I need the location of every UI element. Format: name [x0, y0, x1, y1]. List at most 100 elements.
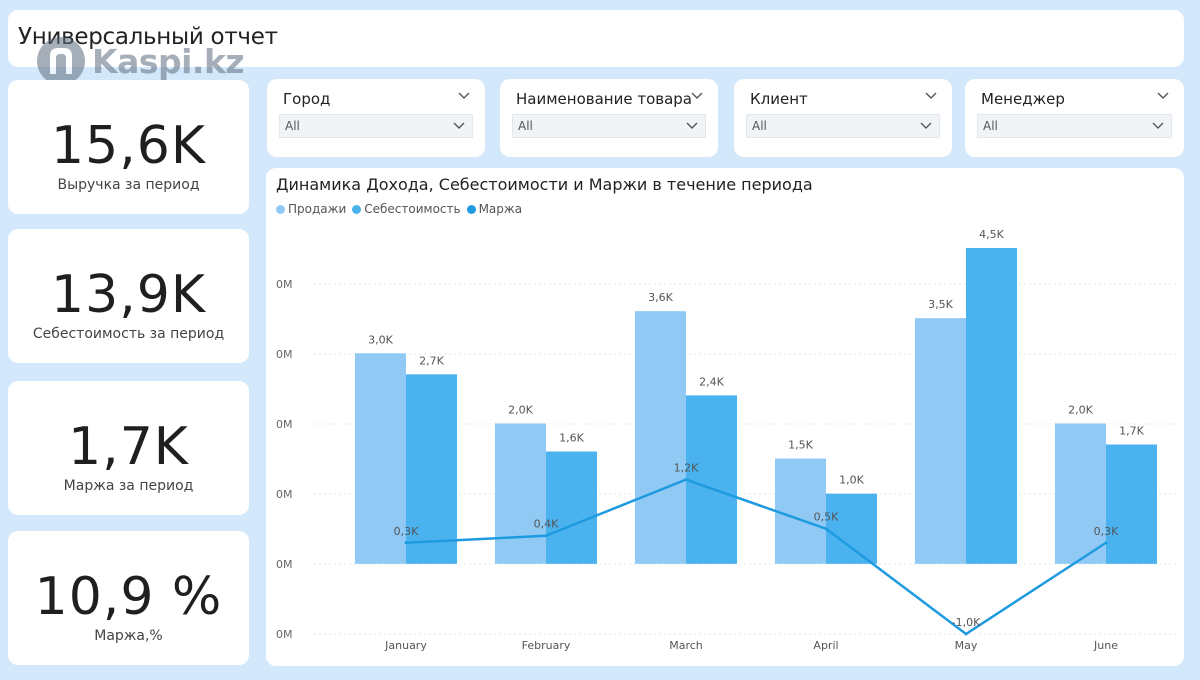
kpi-label: Маржа,% [94, 628, 163, 644]
kpi-value: 15,6K [51, 116, 206, 176]
chevron-down-icon[interactable] [1156, 89, 1170, 103]
data-label-cost: 1,0K [839, 474, 864, 487]
kpi-card-revenue: 15,6K Выручка за период [8, 80, 249, 214]
data-label-margin: 0,3K [394, 525, 419, 538]
legend-label: Продажи [288, 202, 347, 216]
x-tick-label: June [1093, 639, 1118, 652]
legend-dot-margin [466, 204, 476, 214]
data-label-margin: 0,4K [534, 518, 559, 531]
kpi-value: 1,7K [68, 417, 189, 477]
point-margin [684, 478, 688, 482]
data-label-margin: -1,0K [952, 616, 981, 629]
bar-sales [1055, 423, 1106, 564]
chevron-down-icon[interactable] [685, 119, 699, 133]
chart-legend: Продажи Себестоимость Маржа [276, 202, 522, 216]
chevron-down-icon[interactable] [919, 119, 933, 133]
bar-cost [966, 248, 1017, 564]
data-label-margin: 0,3K [1094, 525, 1119, 538]
chevron-down-icon[interactable] [452, 119, 466, 133]
bar-sales [355, 353, 406, 564]
kpi-value: 13,9K [51, 265, 206, 325]
y-tick-label: 0M [276, 488, 293, 501]
kpi-card-margin-percent: 10,9 % Маржа,% [8, 531, 249, 665]
y-tick-label: 0M [276, 348, 293, 361]
data-label-sales: 1,5K [788, 439, 813, 452]
bar-cost [546, 451, 597, 564]
slicer-value: All [285, 119, 300, 133]
data-label-sales: 3,5K [928, 298, 953, 311]
chevron-down-icon[interactable] [924, 89, 938, 103]
bar-cost [826, 493, 877, 564]
data-label-cost: 2,7K [419, 354, 444, 367]
data-label-margin: 0,5K [814, 511, 839, 524]
slicer-manager: Менеджер All [965, 79, 1184, 157]
slicer-product-name: Наименование товара All [500, 79, 718, 157]
bar-sales [915, 318, 966, 564]
bar-cost [1106, 444, 1157, 564]
slicer-dropdown[interactable]: All [977, 114, 1172, 138]
bar-cost [686, 395, 737, 564]
slicer-dropdown[interactable]: All [279, 114, 473, 138]
slicer-dropdown[interactable]: All [746, 114, 940, 138]
data-label-cost: 4,5K [979, 228, 1004, 241]
bar-sales [775, 458, 826, 564]
report-header: Универсальный отчет [8, 10, 1184, 67]
point-margin [544, 534, 548, 538]
x-tick-label: January [384, 639, 427, 652]
bar-sales [495, 423, 546, 564]
slicer-label: Город [283, 90, 331, 108]
y-tick-label: 0M [276, 558, 293, 571]
y-tick-label: 0M [276, 628, 293, 641]
slicer-dropdown[interactable]: All [512, 114, 706, 138]
logo-text: Kaspi.kz [92, 41, 245, 81]
data-label-margin: 1,2K [674, 462, 699, 475]
legend-label: Себестоимость [364, 202, 461, 216]
data-label-cost: 2,4K [699, 375, 724, 388]
kpi-card-cost: 13,9K Себестоимость за период [8, 229, 249, 363]
slicer-value: All [752, 119, 767, 133]
slicer-label: Наименование товара [516, 90, 692, 108]
chart-title: Динамика Дохода, Себестоимости и Маржи в… [276, 175, 813, 194]
data-label-sales: 3,6K [648, 291, 673, 304]
data-label-sales: 3,0K [368, 333, 393, 346]
chart-card: 0M 0M 0M 0M 0M 0M 3,0K 2,7K January 2,0K 1,6K Febru… [266, 168, 1184, 666]
kpi-label: Выручка за период [57, 177, 200, 193]
x-tick-label: May [955, 639, 978, 652]
point-margin [1104, 541, 1108, 545]
line-margin [405, 478, 1107, 636]
kpi-card-margin: 1,7K Маржа за период [8, 381, 249, 515]
chevron-down-icon[interactable] [457, 89, 471, 103]
point-margin [824, 527, 828, 531]
y-tick-label: 0M [276, 418, 293, 431]
legend-item-margin[interactable]: Маржа [466, 202, 523, 216]
combo-chart: 0M 0M 0M 0M 0M 0M 3,0K 2,7K January 2,0K 1,6K Febru… [276, 228, 1176, 652]
bar-sales [635, 311, 686, 564]
legend-item-cost[interactable]: Себестоимость [352, 202, 461, 216]
data-label-sales: 2,0K [1068, 403, 1093, 416]
slicer-label: Клиент [750, 90, 808, 108]
chevron-down-icon[interactable] [690, 89, 704, 103]
kaspi-logo-icon [37, 37, 85, 85]
kaspi-logo: Kaspi.kz [36, 36, 245, 86]
slicer-value: All [983, 119, 998, 133]
point-margin [964, 632, 968, 636]
x-tick-label: March [669, 639, 703, 652]
y-tick-label: 0M [276, 278, 293, 291]
legend-label: Маржа [478, 202, 523, 216]
x-tick-label: April [813, 639, 838, 652]
chevron-down-icon[interactable] [1151, 119, 1165, 133]
legend-dot-cost [352, 204, 362, 214]
bar-cost [406, 374, 457, 564]
data-label-cost: 1,6K [559, 432, 584, 445]
kpi-label: Маржа за период [63, 478, 194, 494]
x-tick-label: February [522, 639, 571, 652]
slicer-value: All [518, 119, 533, 133]
slicer-city: Город All [267, 79, 485, 157]
legend-dot-sales [276, 204, 285, 214]
kpi-value: 10,9 % [34, 567, 223, 627]
legend-item-sales[interactable]: Продажи [276, 202, 346, 216]
slicer-client: Клиент All [734, 79, 952, 157]
slicer-label: Менеджер [981, 90, 1065, 108]
data-label-sales: 2,0K [508, 403, 533, 416]
kpi-label: Себестоимость за период [32, 326, 225, 342]
